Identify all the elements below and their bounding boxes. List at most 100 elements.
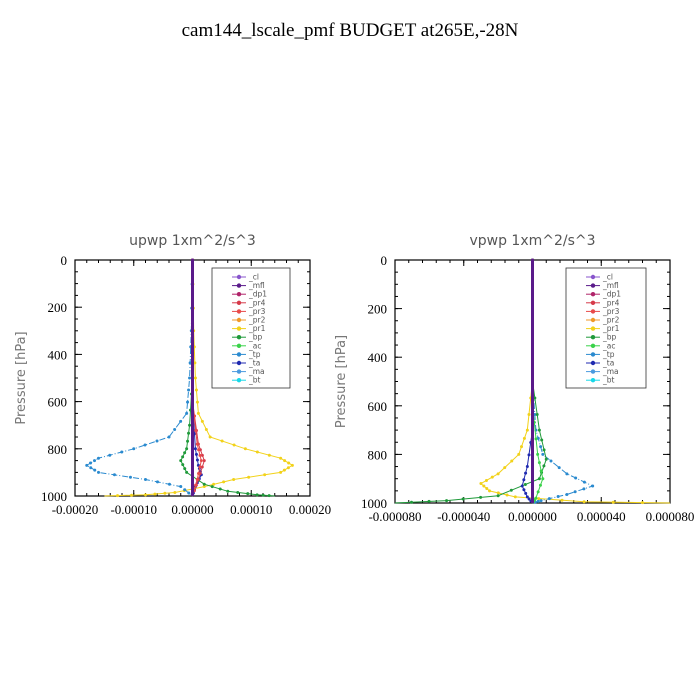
vpwp-legend-label: _bp [602,333,617,342]
upwp-legend-marker [236,378,242,383]
upwp-legend-label: _ac [248,341,261,350]
vpwp-legend-marker [590,378,596,383]
upwp-series-marker-mfl [191,258,194,262]
upwp-series-marker-tp [93,459,97,463]
vpwp-series-marker-pr1 [522,436,526,440]
upwp-series-marker-pr1 [279,470,283,474]
upwp-legend-label: _pr1 [248,324,266,333]
upwp-legend-marker [236,309,242,314]
upwp-series-marker-pr1 [220,439,224,443]
vpwp-series-marker-pr1 [582,500,586,504]
upwp-series-marker-pr1 [130,493,134,497]
upwp-series-marker-pr1 [232,443,236,447]
vpwp-series-marker-bp [537,428,541,432]
vpwp-legend-marker [590,283,596,288]
vpwp-legend-label: _dp1 [602,290,621,299]
vpwp-series-marker-bp [535,413,539,417]
upwp-series-marker-bp [185,470,189,474]
vpwp-series-marker-pr1 [611,500,615,504]
upwp-y-axis-label: Pressure [hPa] [14,331,29,424]
vpwp-series-marker-bp [509,488,513,492]
upwp-series-marker-pr3 [198,453,202,457]
upwp-y-tick-label: 400 [48,347,68,362]
vpwp-series-marker-tp [536,436,540,440]
upwp-series-marker-tp [183,488,187,492]
upwp-x-tick-label: 0.00000 [171,502,213,517]
upwp-series-marker-pr3 [198,465,202,469]
upwp-series-marker-bp [246,492,250,496]
vpwp-series-marker-tp [539,499,543,503]
upwp-series-marker-pr4 [202,459,206,463]
vpwp-y-tick-label: 400 [368,350,388,365]
vpwp-series-marker-ta [525,495,529,499]
upwp-series-marker-tp [85,463,89,467]
vpwp-legend-label: _tp [602,350,615,359]
upwp-series-marker-pr1 [286,466,290,470]
vpwp-series-marker-bp [523,482,527,486]
upwp-y-tick-label: 800 [48,442,68,457]
upwp-series-marker-pr1 [287,461,291,465]
vpwp-series-marker-ac [536,490,540,494]
upwp-legend-box [211,267,291,389]
upwp-y-tick-label: 600 [48,395,68,410]
upwp-series-marker-tp [93,468,97,472]
upwp-series-marker-tp [187,388,191,392]
upwp-legend-marker [236,369,242,374]
vpwp-x-tick-label: 0.000000 [508,509,557,524]
upwp-series-marker-bp [188,423,192,427]
upwp-series-marker-bp [179,459,183,463]
upwp-series-marker-tp [167,435,171,439]
upwp-series-marker-pr1 [232,477,236,481]
vpwp-series-marker-tp [565,492,569,496]
upwp-series-marker-pr1 [267,453,271,457]
upwp-series-marker-bp [183,451,187,455]
vpwp-series-marker-bp [537,477,541,481]
upwp-series-marker-pr3 [194,483,198,487]
upwp-series-marker-pr1 [193,361,197,365]
vpwp-series-marker-bp [542,448,546,452]
vpwp-x-tick-label: 0.000040 [577,509,626,524]
vpwp-series-marker-tp [557,466,561,470]
upwp-legend-marker [236,326,242,331]
upwp-series-marker-tp [128,475,132,479]
vpwp-x-tick-label: 0.000080 [646,509,695,524]
vpwp-series-marker-tp [574,476,578,480]
upwp-series-marker-pr1 [279,456,283,460]
vpwp-series-marker-pr1 [510,459,514,463]
upwp-series-marker-bp [267,494,271,498]
vpwp-legend-label: _ma [602,367,619,376]
vpwp-series-marker-bp [427,499,431,503]
upwp-series-marker-pr3 [199,459,203,463]
upwp-series-marker-pr1 [153,492,157,496]
upwp-legend-marker [236,274,242,280]
upwp-series-marker-ta [195,458,199,462]
upwp-legend-label: _tp [248,350,261,359]
upwp-legend-marker [236,343,242,348]
vpwp-series-marker-pr1 [490,475,494,479]
vpwp-series-marker-pr1 [496,491,500,495]
upwp-series-marker-tp [144,477,147,481]
upwp-legend-label: _mfl [248,281,265,290]
vpwp-series-marker-pr1 [496,472,500,476]
upwp-series-marker-pr1 [212,482,216,486]
upwp-legend-marker [236,292,242,297]
vpwp-series-marker-tp [582,487,586,491]
vpwp-series-marker-pr1 [505,493,509,497]
vpwp-legend-marker [590,292,596,297]
vpwp-legend-marker [590,343,596,348]
upwp-series-marker-pr3 [195,477,199,481]
vpwp-series-marker-ta [520,484,524,488]
vpwp-series-marker-pr1 [537,497,541,501]
vpwp-legend-label: _pr4 [602,298,620,307]
upwp-chart-title: upwp 1xm^2/s^3 [129,233,256,249]
upwp-series-marker-pr3 [197,471,201,475]
vpwp-legend-marker [590,317,596,323]
vpwp-series-marker-pr1 [517,452,521,456]
upwp-x-tick-label: -0.00020 [52,502,99,517]
upwp-series-marker-pr3 [194,428,198,432]
vpwp-series-marker-ac [536,452,540,456]
upwp-series-marker-pr1 [263,473,267,477]
vpwp-series-marker-ac [539,469,543,473]
upwp-series-line-tp [85,259,193,497]
vpwp-series-marker-tp [582,480,586,484]
